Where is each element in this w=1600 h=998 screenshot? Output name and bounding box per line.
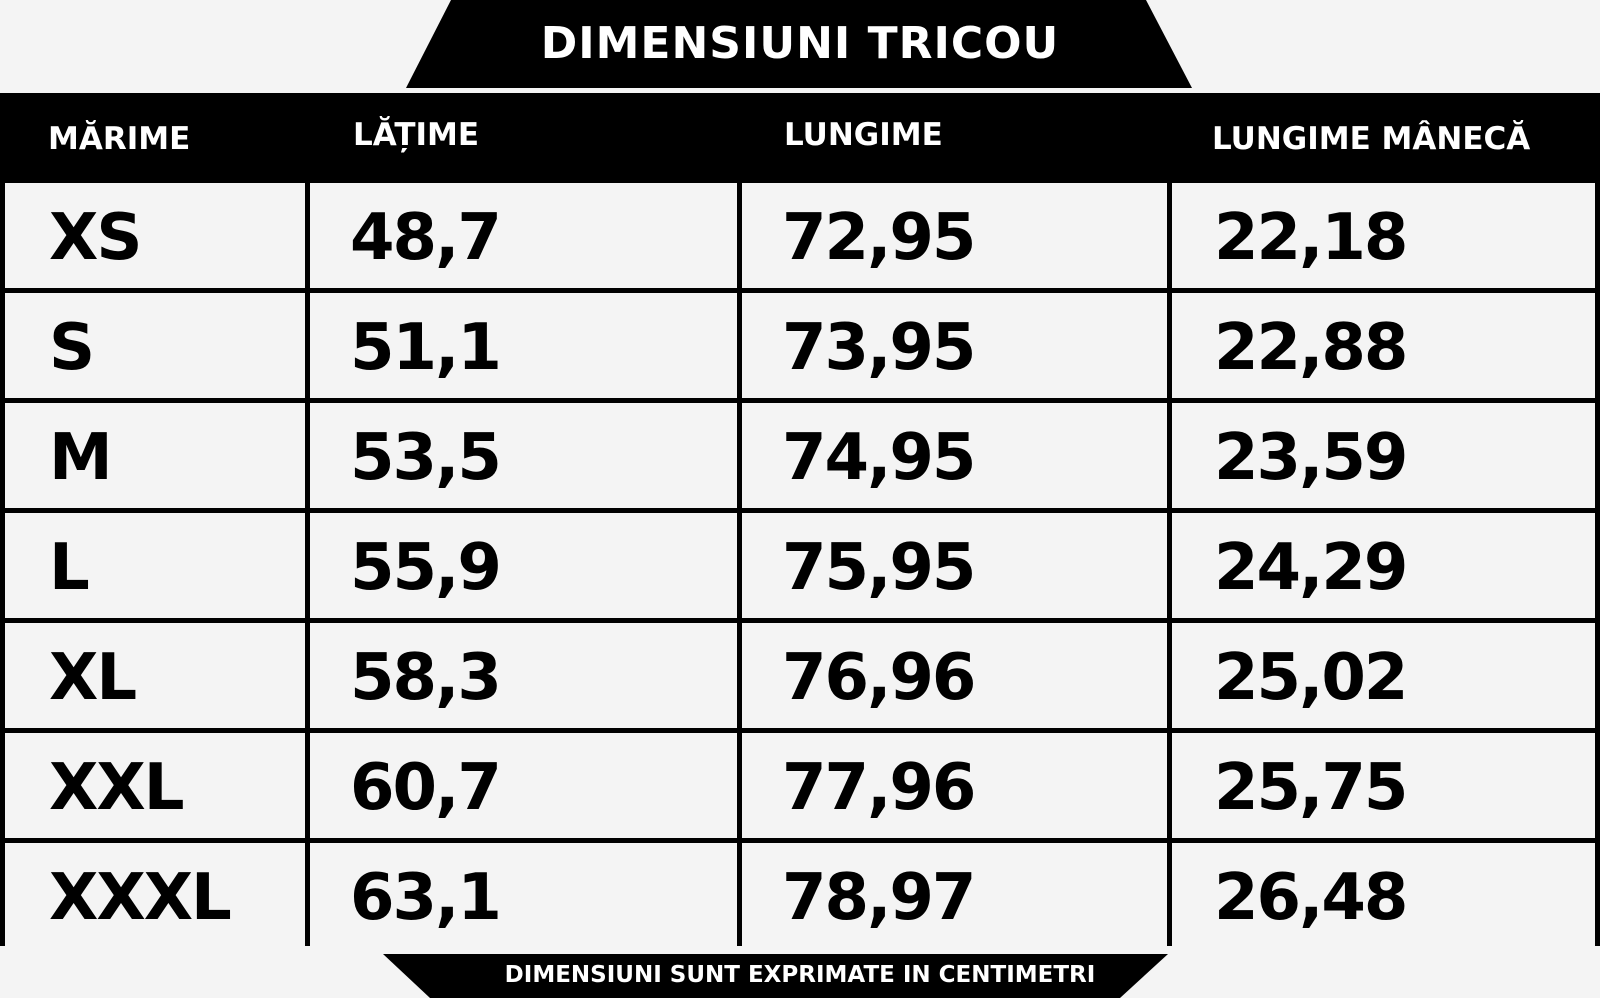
cell-length: 76,96 <box>742 623 1167 728</box>
units-note: DIMENSIUNI SUNT EXPRIMATE IN CENTIMETRI <box>504 962 1096 988</box>
cell-length: 72,95 <box>742 183 1167 288</box>
table-header: MĂRIME LĂȚIME LUNGIME LUNGIME MÂNECĂ <box>0 93 1600 181</box>
cell-width: 55,9 <box>310 513 737 618</box>
size-table: XS 48,7 72,95 22,18 S 51,1 73,95 22,88 M 53,5 74,9… <box>0 178 1600 948</box>
cell-size: S <box>5 293 305 398</box>
header-length: LUNGIME <box>784 117 943 153</box>
page-title: DIMENSIUNI TRICOU <box>540 18 1060 69</box>
cell-size: XXL <box>5 733 305 838</box>
cell-length: 74,95 <box>742 403 1167 508</box>
header-width: LĂȚIME <box>353 117 480 153</box>
cell-sleeve-length: 23,59 <box>1172 403 1595 508</box>
cell-size: XXXL <box>5 843 305 948</box>
title-banner <box>406 0 1192 88</box>
header-size: MĂRIME <box>48 121 191 157</box>
cell-size: XS <box>5 183 305 288</box>
cell-sleeve-length: 25,75 <box>1172 733 1595 838</box>
cell-length: 75,95 <box>742 513 1167 618</box>
cell-size: M <box>5 403 305 508</box>
cell-width: 60,7 <box>310 733 737 838</box>
cell-width: 63,1 <box>310 843 737 948</box>
cell-width: 51,1 <box>310 293 737 398</box>
cell-sleeve-length: 22,18 <box>1172 183 1595 288</box>
cell-sleeve-length: 25,02 <box>1172 623 1595 728</box>
cell-size: XL <box>5 623 305 728</box>
cell-length: 73,95 <box>742 293 1167 398</box>
cell-sleeve-length: 24,29 <box>1172 513 1595 618</box>
cell-size: L <box>5 513 305 618</box>
cell-width: 58,3 <box>310 623 737 728</box>
cell-sleeve-length: 22,88 <box>1172 293 1595 398</box>
cell-length: 78,97 <box>742 843 1167 948</box>
footer-banner <box>383 954 1168 998</box>
cell-width: 48,7 <box>310 183 737 288</box>
cell-length: 77,96 <box>742 733 1167 838</box>
header-sleeve-length: LUNGIME MÂNECĂ <box>1212 121 1531 157</box>
cell-sleeve-length: 26,48 <box>1172 843 1595 948</box>
cell-width: 53,5 <box>310 403 737 508</box>
